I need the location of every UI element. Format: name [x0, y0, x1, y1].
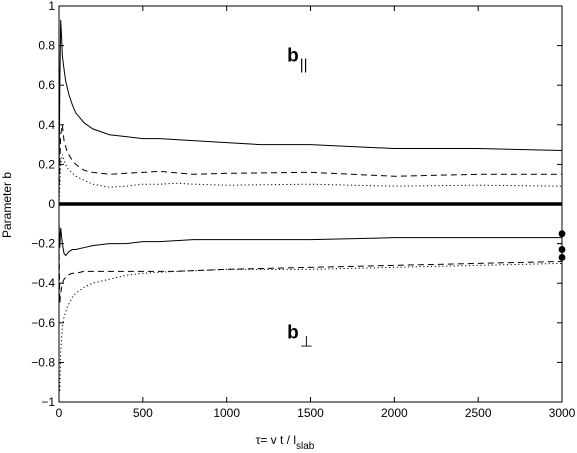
series-line-2-dashed	[58, 124, 562, 195]
y-axis-label: Parameter b	[0, 172, 14, 238]
y-tick-label: −0.6	[31, 316, 55, 330]
y-tick-label: 0.4	[38, 118, 55, 132]
x-tick-label: 0	[56, 406, 63, 420]
x-tick-label: 2000	[381, 406, 408, 420]
y-tick-label: −0.2	[31, 237, 55, 251]
annotation-subscript: ||	[300, 56, 308, 73]
annotation-label: b	[287, 323, 299, 344]
x-tick-label: 500	[133, 406, 153, 420]
series-line-5-dashed	[58, 243, 563, 304]
series-line-1-solid	[58, 19, 563, 185]
y-tick-label: −0.8	[31, 355, 55, 369]
tick-layer: 0 500 1000 1500 2000 2500 3000 −1 −0.8 −0.6 −0.4 −0…	[31, 0, 575, 420]
y-tick-label: 0.8	[38, 39, 55, 53]
annotation-layer: b ||b ⊥	[287, 45, 313, 350]
x-axis-label: τ= v t / l	[256, 433, 296, 447]
x-tick-label: 2500	[465, 406, 492, 420]
series-line-3-dotted	[58, 154, 563, 205]
y-tick-label: 0	[48, 197, 55, 211]
y-tick-label: 0.2	[38, 157, 55, 171]
annotation-label: b	[287, 45, 299, 66]
x-tick-label: 1000	[213, 406, 240, 420]
y-tick-label: −1	[41, 395, 55, 409]
series-line-4-solid	[58, 223, 562, 257]
annotation-subscript: ⊥	[300, 334, 313, 351]
y-tick-label: 0.6	[38, 78, 55, 92]
series-layer	[58, 19, 563, 393]
x-axis-label-subscript: slab	[296, 441, 315, 452]
x-tick-label: 1500	[297, 406, 324, 420]
x-tick-label: 3000	[549, 406, 576, 420]
y-tick-label: −0.4	[31, 276, 55, 290]
y-tick-label: 1	[48, 0, 55, 13]
series-line-6-dotted	[58, 262, 563, 393]
